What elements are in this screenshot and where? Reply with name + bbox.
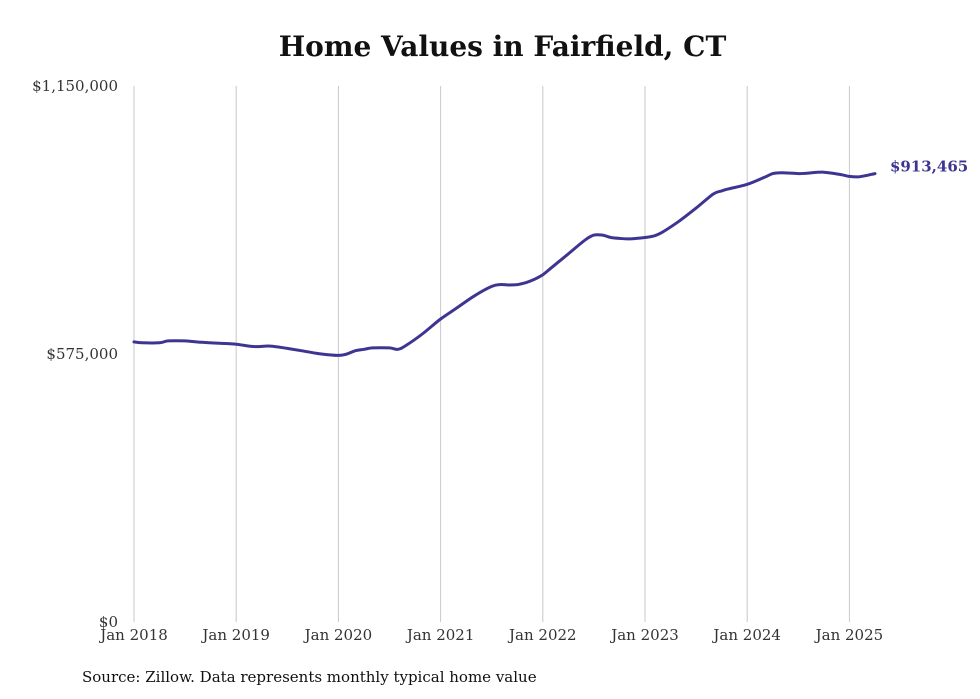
x-tick-label: Jan 2025 <box>814 626 884 644</box>
chart-title: Home Values in Fairfield, CT <box>278 30 727 63</box>
x-tick-label: Jan 2019 <box>200 626 270 644</box>
gridlines <box>133 86 850 622</box>
x-tick-label: Jan 2018 <box>98 626 168 644</box>
y-axis-ticks: $0 $575,000 $1,150,000 <box>32 77 118 631</box>
x-tick-label: Jan 2021 <box>405 626 475 644</box>
x-tick-label: Jan 2020 <box>303 626 373 644</box>
y-tick-label: $1,150,000 <box>32 77 118 95</box>
end-value-label: $913,465 <box>890 158 968 176</box>
y-tick-label: $0 <box>99 613 118 631</box>
x-tick-label: Jan 2023 <box>609 626 679 644</box>
x-tick-label: Jan 2024 <box>711 626 781 644</box>
x-axis-ticks: Jan 2018 Jan 2019 Jan 2020 Jan 2021 Jan 2022… <box>98 626 883 644</box>
home-value-line <box>132 170 877 357</box>
x-tick-label: Jan 2022 <box>507 626 577 644</box>
source-note: Source: Zillow. Data represents monthly … <box>82 668 537 686</box>
y-tick-label: $575,000 <box>46 345 118 363</box>
